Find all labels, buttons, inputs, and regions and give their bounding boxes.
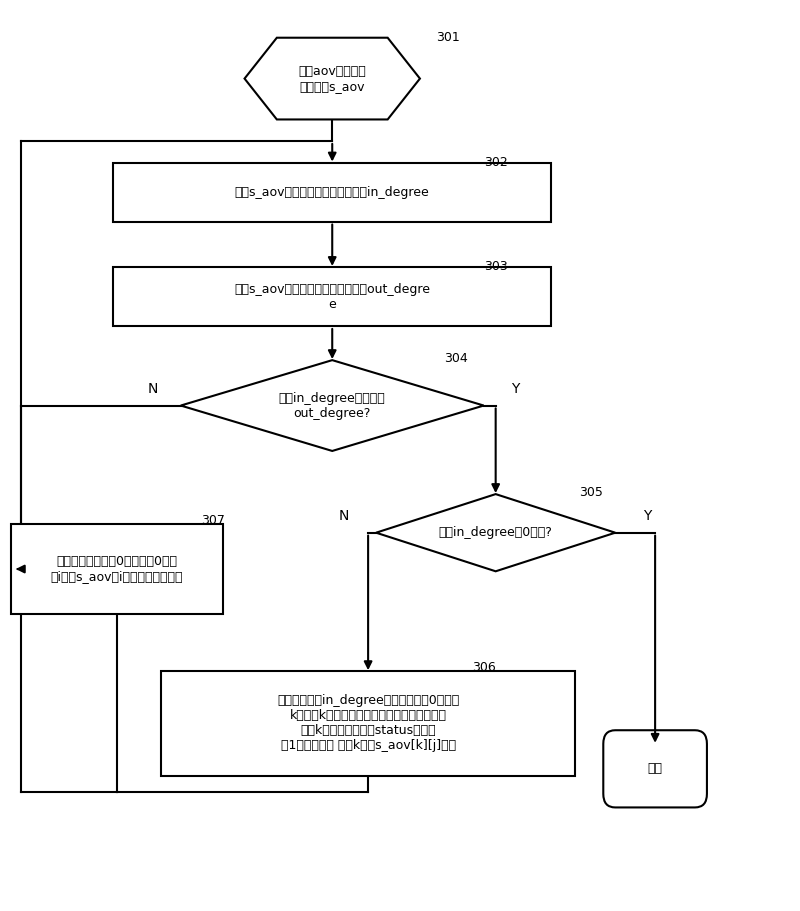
FancyBboxPatch shape (113, 267, 551, 326)
Polygon shape (376, 494, 615, 571)
Text: 304: 304 (444, 352, 467, 364)
FancyBboxPatch shape (603, 731, 707, 807)
Text: N: N (339, 509, 350, 523)
Text: 计算s_aov的出度数组，结果存放在out_degre
e: 计算s_aov的出度数组，结果存放在out_degre e (234, 282, 430, 311)
Text: N: N (148, 383, 158, 396)
Text: 向量in_degree是0向量?: 向量in_degree是0向量? (438, 527, 553, 539)
Polygon shape (245, 37, 420, 119)
Text: 301: 301 (436, 31, 460, 45)
Text: 向量in_degree等于向量
out_degree?: 向量in_degree等于向量 out_degree? (279, 392, 386, 420)
Text: 结束: 结束 (648, 763, 662, 775)
Text: 307: 307 (201, 515, 225, 527)
FancyBboxPatch shape (161, 671, 575, 775)
Text: 306: 306 (472, 660, 495, 673)
Text: 计算s_aov的入度数组，结果存放在in_degree: 计算s_aov的入度数组，结果存放在in_degree (235, 186, 430, 199)
Polygon shape (181, 360, 484, 451)
FancyBboxPatch shape (113, 162, 551, 221)
FancyBboxPatch shape (11, 524, 222, 614)
Text: Y: Y (511, 383, 520, 396)
Text: 305: 305 (579, 486, 603, 499)
Text: 根据策略，从in_degree中选取一个非0的下标
k，线程k就是用来破除死锁的牺牲线程，设置
线程k的加锁信息表的status字段为
－1，然后映唤 线程k，: 根据策略，从in_degree中选取一个非0的下标 k，线程k就是用来破除死锁的… (277, 694, 459, 752)
Text: 拷贝aov矩阵的一
个备份到s_aov: 拷贝aov矩阵的一 个备份到s_aov (298, 65, 366, 93)
Text: 303: 303 (484, 260, 507, 273)
Text: 对于所有出度不为0且入度为0的下
标i，将s_aov第i行的所有元素清空: 对于所有出度不为0且入度为0的下 标i，将s_aov第i行的所有元素清空 (50, 555, 183, 583)
Text: Y: Y (643, 509, 651, 523)
Text: 302: 302 (484, 156, 507, 169)
